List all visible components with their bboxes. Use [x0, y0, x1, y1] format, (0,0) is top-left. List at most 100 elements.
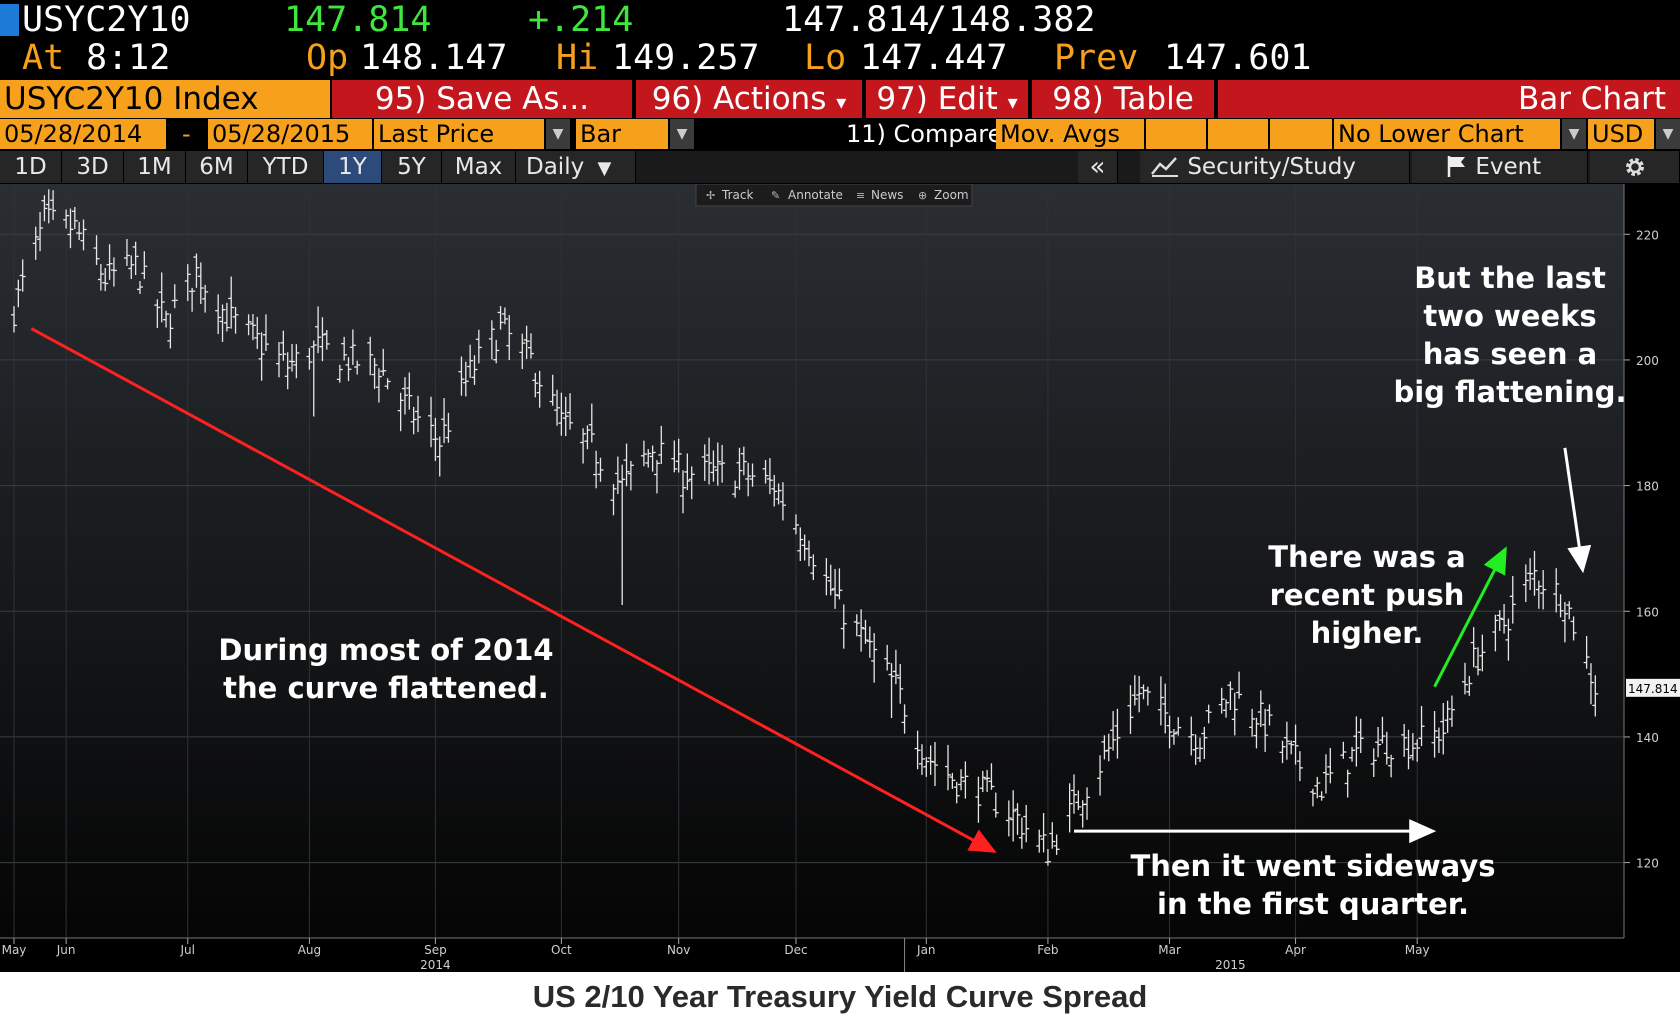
range-ytd[interactable]: YTD — [248, 151, 324, 183]
actions-caret-icon: ▾ — [836, 90, 847, 114]
price-bar — [310, 340, 317, 417]
chart-area[interactable]: During most of 2014 the curve flattened. T… — [0, 183, 1680, 972]
price-bar — [475, 329, 482, 364]
price-bar — [1309, 788, 1316, 807]
price-bar — [871, 633, 878, 683]
style-select[interactable]: Bar — [576, 119, 668, 149]
empty-study-slot-1[interactable] — [1146, 119, 1206, 149]
price-bar — [862, 619, 869, 644]
price-bar — [1288, 740, 1295, 755]
event-button[interactable]: Event — [1412, 151, 1588, 183]
open-value: 148.147 — [360, 38, 508, 78]
year-label: 2014 — [420, 958, 451, 972]
zoom-button[interactable]: Zoom — [934, 188, 969, 202]
price-bar — [19, 259, 26, 292]
price-bar — [63, 209, 70, 229]
chart-annotation: There was a recent push higher. — [1268, 540, 1465, 650]
range-1y-selected[interactable]: 1Y — [324, 151, 382, 183]
price-bar — [1509, 575, 1516, 624]
price-bar — [32, 226, 39, 260]
mov-avgs-select[interactable]: Mov. Avgs — [996, 119, 1144, 149]
table-button[interactable]: 98) Table — [1032, 80, 1216, 118]
price-bar — [197, 262, 204, 304]
price-bar — [1201, 726, 1208, 760]
price-bar — [1592, 675, 1599, 717]
end-date-input[interactable]: 05/28/2015 — [208, 119, 372, 149]
range-max[interactable]: Max — [442, 151, 516, 183]
range-3d[interactable]: 3D — [62, 151, 124, 183]
actions-menu-button[interactable]: 96) Actions ▾ — [636, 80, 864, 118]
price-bar — [1205, 704, 1212, 724]
track-button[interactable]: Track — [721, 188, 753, 202]
start-date-input[interactable]: 05/28/2014 — [0, 119, 166, 149]
price-bar — [284, 352, 291, 390]
price-bar — [497, 306, 504, 330]
price-bar — [41, 195, 48, 222]
price-bar — [684, 453, 691, 491]
track-icon: ✢ — [706, 189, 715, 202]
price-bar — [262, 314, 269, 352]
price-bar — [554, 389, 561, 426]
range-1d[interactable]: 1D — [0, 151, 62, 183]
periodicity-label: Daily — [526, 154, 585, 180]
currency-dropdown-arrow-icon[interactable]: ▼ — [1656, 119, 1680, 149]
compare-button[interactable]: 11) Compare — [846, 120, 1003, 148]
price-bar — [132, 241, 139, 276]
price-bar — [1322, 754, 1329, 794]
security-study-button[interactable]: Security/Study — [1140, 151, 1410, 183]
price-bar — [749, 463, 756, 487]
range-1m[interactable]: 1M — [124, 151, 186, 183]
field-dropdown-arrow-icon[interactable]: ▼ — [546, 119, 570, 149]
price-bar — [701, 444, 708, 481]
price-bar — [584, 425, 591, 450]
periodicity-select[interactable]: Daily ▼ — [516, 151, 636, 183]
range-6m[interactable]: 6M — [186, 151, 248, 183]
empty-study-slot-3[interactable] — [1270, 119, 1332, 149]
price-bar — [931, 741, 938, 787]
price-bar — [580, 428, 587, 464]
security-index-field[interactable]: USYC2Y10 Index — [0, 80, 330, 118]
style-dropdown-arrow-icon[interactable]: ▼ — [670, 119, 694, 149]
price-bar — [597, 457, 604, 482]
x-tick-label: Nov — [667, 943, 690, 957]
price-bar — [840, 604, 847, 649]
price-bar — [779, 482, 786, 521]
price-bar — [1023, 804, 1030, 843]
price-bar — [128, 255, 135, 280]
price-bar — [319, 317, 326, 362]
annotate-button[interactable]: Annotate — [788, 188, 843, 202]
event-label: Event — [1475, 154, 1542, 180]
price-bar — [97, 264, 104, 291]
zoom-icon: ⊕ — [918, 189, 927, 202]
edit-menu-button[interactable]: 97) Edit ▾ — [866, 80, 1030, 118]
price-chart[interactable]: During most of 2014 the curve flattened. T… — [0, 183, 1680, 972]
field-select[interactable]: Last Price — [374, 119, 544, 149]
price-bar — [428, 396, 435, 448]
price-bar — [719, 444, 726, 483]
price-bar — [1349, 746, 1356, 762]
settings-button[interactable] — [1590, 151, 1680, 183]
price-bar — [141, 251, 148, 280]
price-bar — [432, 417, 439, 461]
news-button[interactable]: News — [871, 188, 903, 202]
price-bar — [154, 299, 161, 328]
empty-study-slot-2[interactable] — [1208, 119, 1268, 149]
collapse-panel-button[interactable]: « — [1078, 151, 1118, 183]
price-bar — [1110, 711, 1117, 751]
lower-chart-select[interactable]: No Lower Chart — [1334, 119, 1560, 149]
lower-chart-dropdown-arrow-icon[interactable]: ▼ — [1562, 119, 1586, 149]
price-bar — [962, 761, 969, 799]
price-bar — [345, 357, 352, 382]
range-5y[interactable]: 5Y — [382, 151, 442, 183]
edit-label: 97) Edit — [876, 81, 998, 117]
save-as-button[interactable]: 95) Save As... — [332, 80, 634, 118]
price-bar — [536, 370, 543, 408]
price-bar — [501, 307, 508, 325]
price-bar — [532, 372, 539, 398]
price-bar — [110, 257, 117, 287]
price-bar — [714, 442, 721, 486]
price-bar — [1053, 834, 1060, 855]
price-bar — [658, 425, 665, 465]
currency-select[interactable]: USD — [1588, 119, 1654, 149]
price-bar — [1553, 568, 1560, 613]
